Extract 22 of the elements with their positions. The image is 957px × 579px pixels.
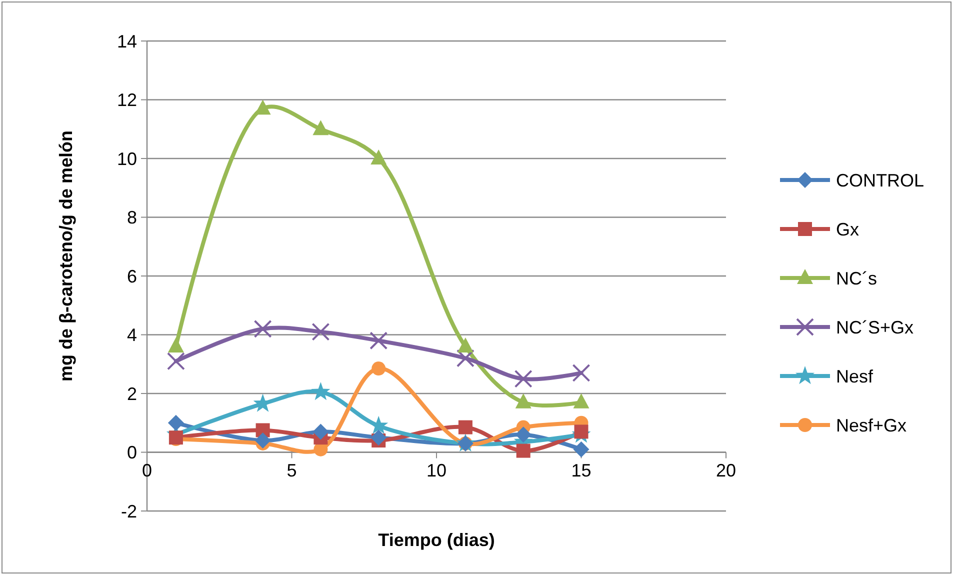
x-axis-title: Tiempo (dias) [378,530,495,550]
y-tick-label: 14 [116,31,137,52]
legend-label: CONTROL [836,170,924,190]
x-tick-label: 15 [571,460,592,480]
x-tick-label: 20 [716,460,736,480]
y-tick-label: 10 [116,148,137,169]
legend-label: NC´S+Gx [836,317,914,338]
legend-label: Nesf+Gx [836,415,907,436]
y-tick-label: 4 [126,325,137,346]
legend-label: Nesf [836,366,874,386]
y-axis-title: mg de β-caroteno/g de melón [56,130,76,382]
y-tick-label: 8 [126,208,137,228]
legend-label: Gx [836,219,860,240]
y-tick-label: 6 [126,266,137,286]
y-tick-label: 2 [126,384,137,404]
y-tick-label: 0 [126,442,137,463]
x-tick-label: 10 [426,460,447,480]
x-tick-label: 5 [286,460,297,480]
x-tick-label: 0 [142,460,152,480]
y-tick-label: -2 [120,501,137,522]
legend-label: NC´s [836,268,877,288]
y-tick-label: 12 [116,90,137,110]
